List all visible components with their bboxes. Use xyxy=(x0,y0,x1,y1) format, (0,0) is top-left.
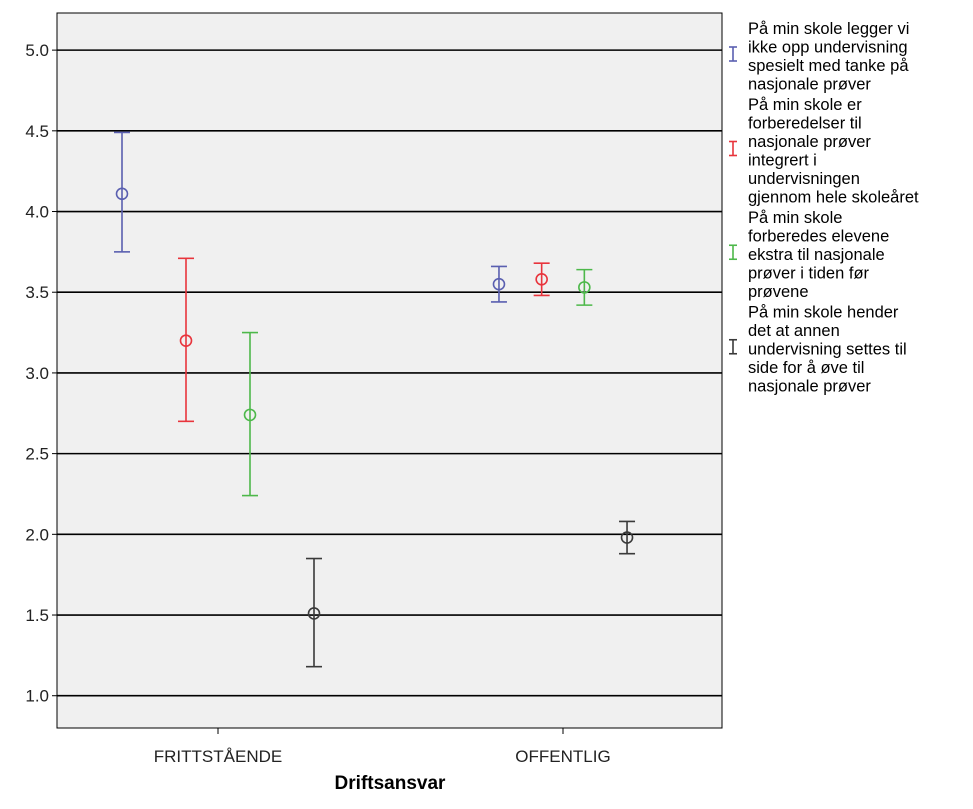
legend-label: nasjonale prøver xyxy=(748,76,871,94)
series-1 xyxy=(114,131,507,303)
x-axis-ticks: FRITTSTÅENDE OFFENTLIG xyxy=(154,728,611,766)
x-axis-title: Driftsansvar xyxy=(335,773,446,794)
legend-label: integrert i xyxy=(748,152,817,170)
y-tick-label: 1.5 xyxy=(25,606,49,625)
series-2 xyxy=(178,257,550,423)
legend-label: spesielt med tanke på xyxy=(748,57,909,75)
legend-label: forberedelser til xyxy=(748,115,862,133)
y-tick-label: 3.5 xyxy=(25,283,49,302)
legend-label: undervisningen xyxy=(748,170,860,188)
y-tick-label: 3.0 xyxy=(25,364,49,383)
legend-label: prøver i tiden før xyxy=(748,265,870,283)
legend-label: forberedes elevene xyxy=(748,228,889,246)
legend-label: På min skole xyxy=(748,209,842,227)
legend-label: ekstra til nasjonale xyxy=(748,246,885,264)
mean-point xyxy=(179,334,193,347)
legend-label: nasjonale prøver xyxy=(748,378,871,396)
y-tick-label: 4.5 xyxy=(25,122,49,141)
mean-point xyxy=(243,408,257,422)
legend-label: gjennom hele skoleåret xyxy=(748,189,919,207)
y-tick-label: 5.0 xyxy=(25,41,49,60)
y-tick-label: 4.0 xyxy=(25,203,49,222)
mean-point xyxy=(578,281,591,294)
series-4 xyxy=(306,520,636,668)
y-tick-label: 2.5 xyxy=(25,445,49,464)
legend-label: undervisning settes til xyxy=(748,341,907,359)
mean-point xyxy=(535,273,548,286)
legend-label: det at annen xyxy=(748,322,840,340)
legend-label: På min skole er xyxy=(748,96,862,114)
legend-label: På min skole hender xyxy=(748,304,899,322)
x-tick-label: OFFENTLIG xyxy=(515,747,610,766)
gridlines xyxy=(57,49,722,697)
series-3 xyxy=(242,268,593,497)
y-tick-label: 1.0 xyxy=(25,687,49,706)
legend-label: ikke opp undervisning xyxy=(748,39,908,57)
mean-point xyxy=(620,531,634,544)
plot-background xyxy=(56,12,723,729)
y-axis-ticks: 1.0 1.5 2.0 2.5 3.0 3.5 4.0 4.5 5.0 xyxy=(25,41,57,706)
x-tick-label: FRITTSTÅENDE xyxy=(154,747,282,766)
legend-label: nasjonale prøver xyxy=(748,133,871,151)
data-marks xyxy=(114,131,636,668)
y-tick-label: 2.0 xyxy=(25,525,49,544)
legend-label: På min skole legger vi xyxy=(748,20,909,38)
mean-point xyxy=(307,607,321,620)
mean-point xyxy=(492,277,506,291)
mean-point xyxy=(115,187,129,201)
legend-label: side for å øve til xyxy=(748,359,864,377)
legend-label: prøvene xyxy=(748,283,809,301)
